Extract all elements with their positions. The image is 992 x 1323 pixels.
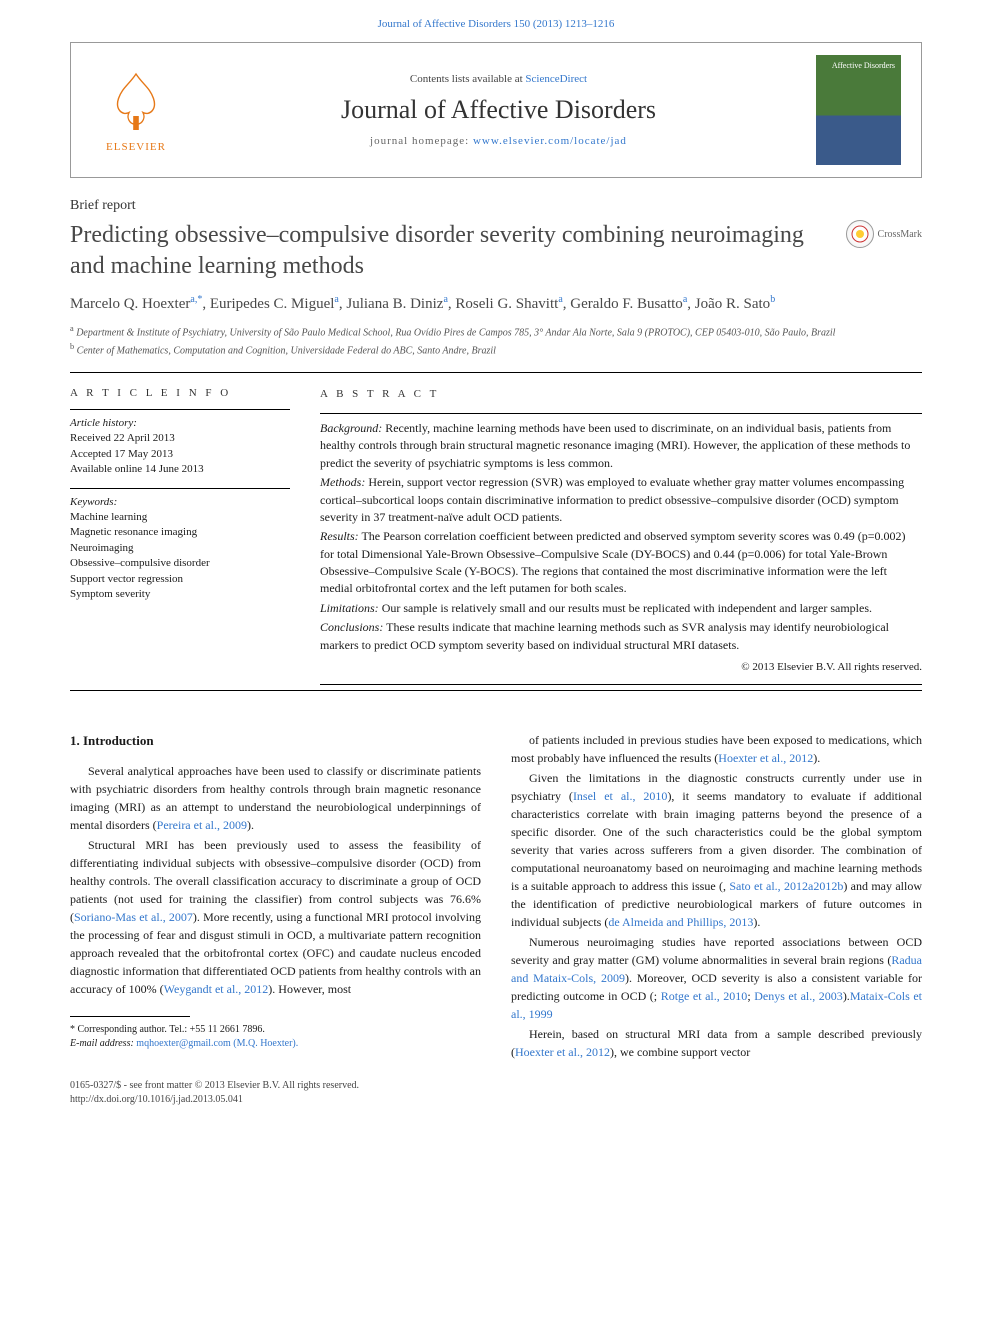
article-info-heading: A R T I C L E I N F O [70,387,290,399]
keyword: Neuroimaging [70,541,290,556]
contents-line: Contents lists available at ScienceDirec… [181,73,816,85]
keyword: Magnetic resonance imaging [70,525,290,540]
email-label: E-mail address: [70,1038,136,1049]
keyword: Obsessive–compulsive disorder [70,556,290,571]
keyword: Symptom severity [70,587,290,602]
corresponding-author: * Corresponding author. Tel.: +55 11 266… [70,1023,481,1037]
body-paragraph: Herein, based on structural MRI data fro… [511,1025,922,1061]
article-info-col: A R T I C L E I N F O Article history: R… [70,387,290,691]
crossmark-widget[interactable]: CrossMark [846,220,922,248]
contents-prefix: Contents lists available at [410,73,525,85]
doi-link[interactable]: http://dx.doi.org/10.1016/j.jad.2013.05.… [70,1093,922,1107]
article-history: Article history: Received 22 April 2013 … [70,416,290,478]
info-rule-2 [70,488,290,489]
keyword: Support vector regression [70,572,290,587]
body-col-right: of patients included in previous studies… [511,731,922,1063]
elsevier-logo: ELSEVIER [91,60,181,160]
abstract-section: Results: The Pearson correlation coeffic… [320,528,922,598]
history-online: Available online 14 June 2013 [70,462,290,477]
history-received: Received 22 April 2013 [70,431,290,446]
journal-name: Journal of Affective Disorders [181,95,816,125]
abstract-rule [320,413,922,414]
history-label: Article history: [70,416,290,431]
email-link[interactable]: mqhoexter@gmail.com (M.Q. Hoexter). [136,1038,298,1049]
abstract-copyright: © 2013 Elsevier B.V. All rights reserved… [320,660,922,676]
abstract-rule-bottom [320,684,922,685]
journal-header: ELSEVIER Contents lists available at Sci… [70,42,922,178]
abstract-heading: A B S T R A C T [320,387,922,403]
affiliations: a Department & Institute of Psychiatry, … [70,323,922,358]
homepage-prefix: journal homepage: [370,135,473,147]
journal-cover-text: Affective Disorders [832,61,895,70]
elsevier-tree-icon [101,67,171,137]
footnote-rule [70,1016,190,1017]
bottom-meta: 0165-0327/$ - see front matter © 2013 El… [70,1079,922,1107]
body-columns: 1. Introduction Several analytical appro… [70,731,922,1063]
elsevier-label: ELSEVIER [106,141,166,153]
body-paragraph: Structural MRI has been previously used … [70,836,481,998]
author-list: Marcelo Q. Hoextera,*, Euripedes C. Migu… [70,294,922,313]
abstract-col: A B S T R A C T Background: Recently, ma… [320,387,922,691]
history-accepted: Accepted 17 May 2013 [70,447,290,462]
keywords-label: Keywords: [70,495,290,510]
body-paragraph: Numerous neuroimaging studies have repor… [511,933,922,1023]
email-line: E-mail address: mqhoexter@gmail.com (M.Q… [70,1037,481,1051]
keyword: Machine learning [70,510,290,525]
abstract-section: Background: Recently, machine learning m… [320,420,922,472]
abstract-section: Methods: Herein, support vector regressi… [320,474,922,526]
header-center: Contents lists available at ScienceDirec… [181,73,816,147]
abstract-section: Conclusions: These results indicate that… [320,619,922,654]
footnotes: * Corresponding author. Tel.: +55 11 266… [70,1023,481,1051]
body-col-left: 1. Introduction Several analytical appro… [70,731,481,1063]
journal-citation-link[interactable]: Journal of Affective Disorders 150 (2013… [0,0,992,42]
info-rule-1 [70,409,290,410]
crossmark-icon [846,220,874,248]
article-title: Predicting obsessive–compulsive disorder… [70,220,826,282]
keywords-block: Keywords: Machine learning Magnetic reso… [70,495,290,603]
homepage-line: journal homepage: www.elsevier.com/locat… [181,135,816,147]
front-matter-line: 0165-0327/$ - see front matter © 2013 El… [70,1079,922,1093]
homepage-link[interactable]: www.elsevier.com/locate/jad [473,135,627,147]
article-type: Brief report [70,198,922,214]
journal-cover-thumb: Affective Disorders [816,55,901,165]
section-heading-intro: 1. Introduction [70,731,481,751]
crossmark-label: CrossMark [878,229,922,240]
body-paragraph: Several analytical approaches have been … [70,762,481,834]
body-paragraph: of patients included in previous studies… [511,731,922,767]
body-paragraph: Given the limitations in the diagnostic … [511,769,922,931]
rule-top [70,372,922,373]
abstract-section: Limitations: Our sample is relatively sm… [320,600,922,617]
sciencedirect-link[interactable]: ScienceDirect [525,73,587,85]
